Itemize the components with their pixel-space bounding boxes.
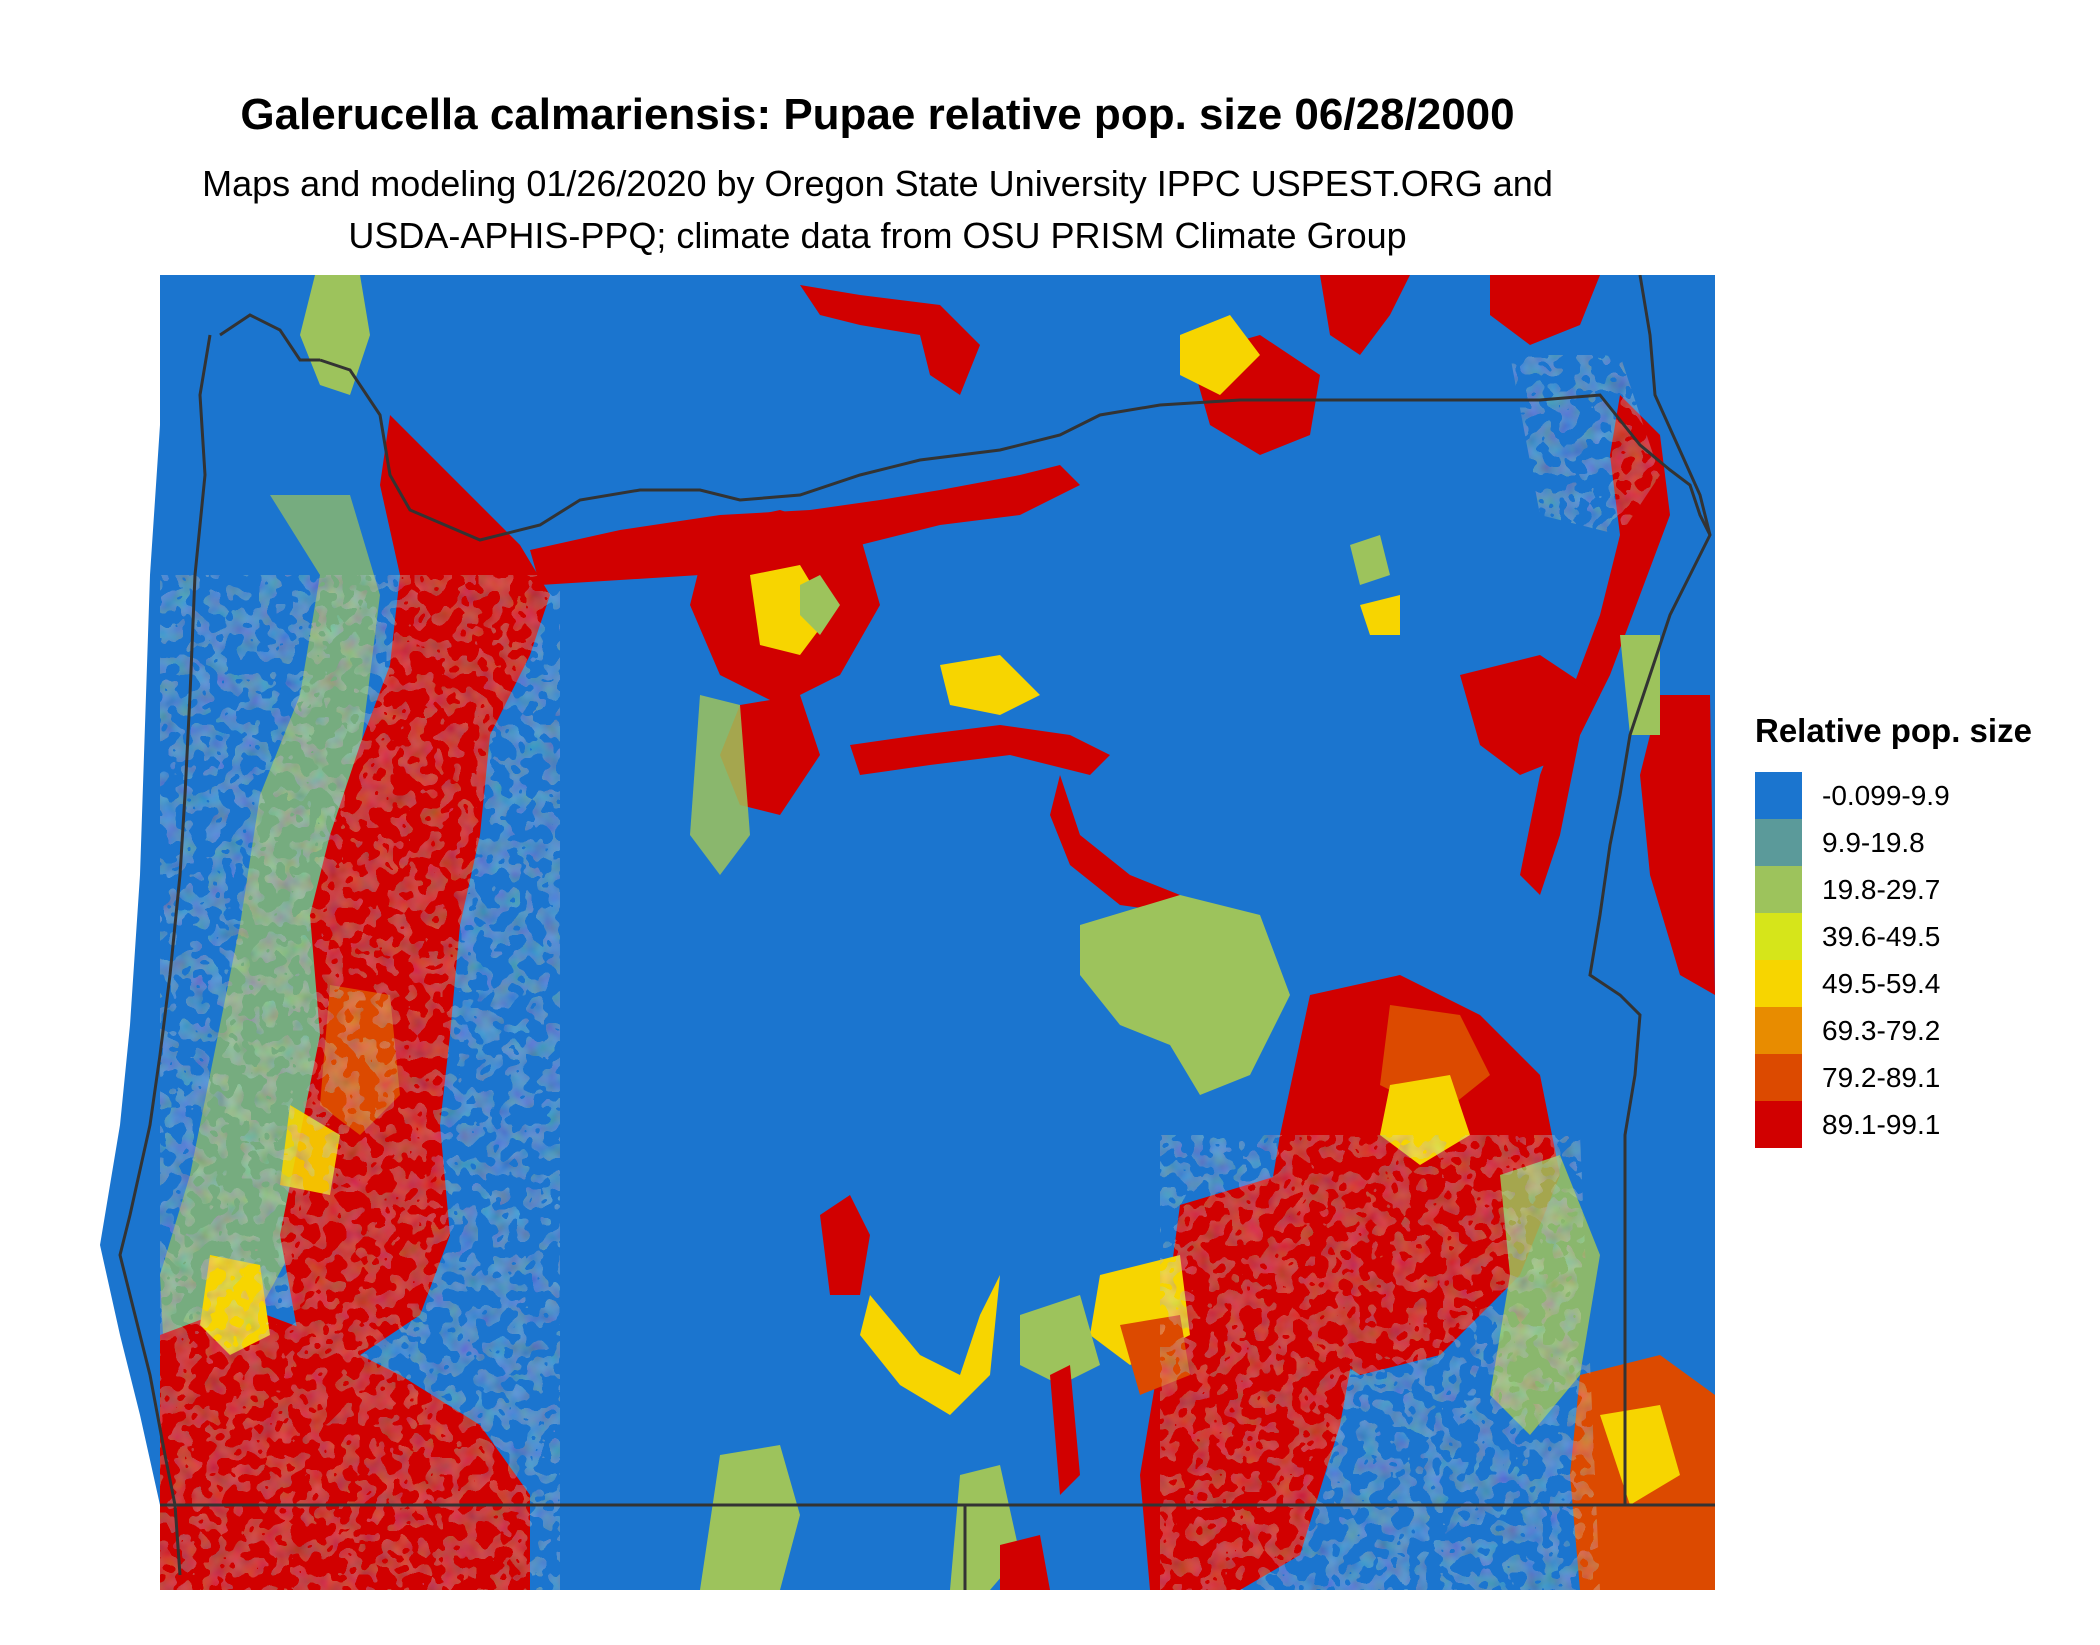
state-boundaries bbox=[118, 275, 1715, 1590]
legend-label: 39.6-49.5 bbox=[1822, 920, 1941, 952]
legend-item: 9.9-19.8 bbox=[1755, 819, 2032, 866]
oregon-north-boundary bbox=[319, 358, 1712, 542]
ne-yellow-spot bbox=[1360, 595, 1400, 635]
south-central-region bbox=[700, 1195, 1100, 1590]
subtitle-line-2: USDA-APHIS-PPQ; climate data from OSU PR… bbox=[348, 215, 1407, 256]
legend: Relative pop. size -0.099-9.9 9.9-19.8 19.… bbox=[1755, 712, 2032, 1148]
summer-lake-yellow bbox=[860, 1275, 1000, 1415]
northwest-green-fringe bbox=[300, 275, 370, 395]
wa-red-lines bbox=[800, 285, 980, 395]
oregon-coastline bbox=[118, 334, 212, 1576]
legend-item: -0.099-9.9 bbox=[1755, 772, 2032, 819]
map-title: Galerucella calmariensis: Pupae relative… bbox=[240, 90, 1515, 139]
south-green-1 bbox=[700, 1445, 800, 1590]
wallowa-yellow bbox=[1180, 315, 1260, 395]
klamath-red bbox=[1050, 1365, 1080, 1495]
washington-coast bbox=[219, 313, 320, 362]
northcentral-yellow-dots bbox=[940, 655, 1040, 715]
se-grain bbox=[1160, 1135, 1600, 1590]
oregon-idaho-boundary bbox=[1588, 275, 1712, 1505]
legend-label: 79.2-89.1 bbox=[1822, 1061, 1941, 1093]
central-green-patch bbox=[1080, 895, 1290, 1095]
legend-swatch bbox=[1755, 1054, 1802, 1101]
legend-swatch bbox=[1755, 960, 1802, 1007]
wa-red-top bbox=[1320, 275, 1410, 355]
legend-label: -0.099-9.9 bbox=[1822, 779, 1950, 811]
ochoco-red-line bbox=[850, 725, 1110, 775]
southeast-region bbox=[1080, 895, 1715, 1590]
legend-label: 49.5-59.4 bbox=[1822, 967, 1941, 999]
legend-item: 49.5-59.4 bbox=[1755, 960, 2032, 1007]
deschutes-green bbox=[690, 695, 750, 875]
legend-title: Relative pop. size bbox=[1755, 712, 2032, 749]
subtitle-line-1: Maps and modeling 01/26/2020 by Oregon S… bbox=[202, 163, 1553, 204]
legend-item: 79.2-89.1 bbox=[1755, 1054, 2032, 1101]
legend-swatch bbox=[1755, 772, 1802, 819]
ne-red-top bbox=[1490, 275, 1600, 345]
legend-label: 9.9-19.8 bbox=[1822, 826, 1925, 858]
blue-mtn-red-1 bbox=[1460, 655, 1600, 775]
east-red-vertical bbox=[1640, 695, 1715, 995]
legend-item: 39.6-49.5 bbox=[1755, 913, 2032, 960]
western-region bbox=[160, 275, 560, 1590]
north-central-green bbox=[800, 575, 840, 635]
legend-item: 89.1-99.1 bbox=[1755, 1101, 2032, 1148]
map-subtitle: Maps and modeling 01/26/2020 by Oregon S… bbox=[0, 158, 1755, 262]
summer-lake-red bbox=[820, 1195, 870, 1295]
legend-item: 19.8-29.7 bbox=[1755, 866, 2032, 913]
legend-item: 69.3-79.2 bbox=[1755, 1007, 2032, 1054]
south-red-dots bbox=[1000, 1535, 1050, 1590]
north-region bbox=[530, 275, 1600, 915]
se-corner-yellow bbox=[1600, 1405, 1680, 1505]
legend-swatch bbox=[1755, 913, 1802, 960]
legend-label: 19.8-29.7 bbox=[1822, 873, 1941, 905]
ne-green-spot bbox=[1350, 535, 1390, 585]
legend-label: 69.3-79.2 bbox=[1822, 1014, 1941, 1046]
legend-swatch bbox=[1755, 866, 1802, 913]
snake-river-red bbox=[1520, 395, 1670, 895]
legend-swatch bbox=[1755, 819, 1802, 866]
legend-swatch bbox=[1755, 1101, 1802, 1148]
legend-label: 89.1-99.1 bbox=[1822, 1108, 1941, 1140]
legend-items: -0.099-9.9 9.9-19.8 19.8-29.7 39.6-49.5 49.5… bbox=[1755, 772, 2032, 1148]
legend-swatch bbox=[1755, 1007, 1802, 1054]
population-map bbox=[100, 275, 1715, 1590]
coast-grain bbox=[160, 575, 560, 1590]
east-green-strip bbox=[1620, 635, 1660, 735]
klamath-green bbox=[1020, 1295, 1100, 1385]
